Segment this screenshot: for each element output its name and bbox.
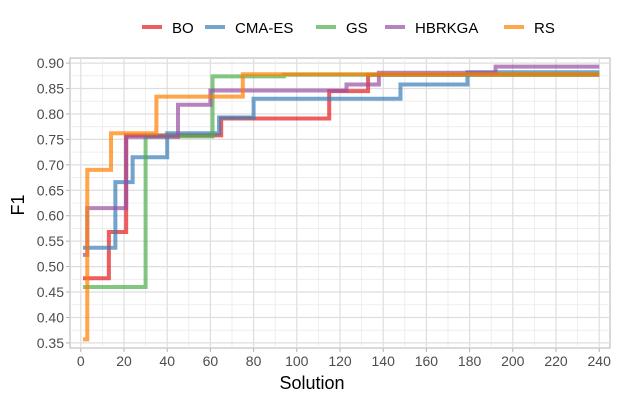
x-tick-label: 60: [203, 353, 219, 369]
y-tick-label: 0.55: [37, 233, 64, 249]
legend-label: RS: [534, 20, 555, 37]
legend-item-cma-es: CMA-ES: [205, 20, 293, 37]
legend-item-gs: GS: [316, 20, 368, 37]
legend-label: GS: [346, 20, 368, 37]
legend-item-hbrkga: HBRKGA: [385, 20, 478, 37]
series-layer: [82, 64, 600, 342]
x-tick-label: 140: [372, 353, 396, 369]
y-tick-label: 0.80: [37, 106, 64, 122]
y-tick-label: 0.50: [37, 259, 64, 275]
grid: [70, 58, 610, 348]
y-axis-label: F1: [8, 194, 28, 215]
x-axis-label: Solution: [279, 373, 344, 393]
x-tick-label: 0: [77, 353, 85, 369]
x-tick-label: 180: [458, 353, 482, 369]
y-tick-label: 0.40: [37, 309, 64, 325]
y-axis: 0.35 0.40 0.45 0.50 0.55 0.60 0.65 0.70 0.75 0.80…: [37, 55, 70, 351]
y-tick-label: 0.90: [37, 55, 64, 71]
series-line-cma-es: [82, 70, 600, 250]
x-tick-label: 160: [415, 353, 439, 369]
y-tick-label: 0.35: [37, 335, 64, 351]
legend-item-rs: RS: [504, 20, 555, 37]
x-tick-label: 200: [501, 353, 525, 369]
series-line-bo: [82, 72, 600, 281]
x-tick-label: 100: [285, 353, 309, 369]
legend-label: BO: [172, 20, 194, 37]
x-axis: 0 20 40 60 80 100 120 140 160 180 200 220 240: [77, 348, 611, 369]
y-tick-label: 0.70: [37, 157, 64, 173]
y-tick-label: 0.65: [37, 182, 64, 198]
y-tick-label: 0.45: [37, 284, 64, 300]
y-tick-label: 0.85: [37, 81, 64, 97]
x-tick-label: 20: [116, 353, 132, 369]
x-tick-label: 240: [588, 353, 612, 369]
series-line-rs: [82, 72, 600, 342]
legend: BO CMA-ES GS HBRKGA RS: [142, 20, 555, 37]
x-tick-label: 220: [544, 353, 568, 369]
x-tick-label: 120: [328, 353, 352, 369]
y-tick-label: 0.60: [37, 208, 64, 224]
legend-item-bo: BO: [142, 20, 194, 37]
y-tick-label: 0.75: [37, 131, 64, 147]
legend-label: HBRKGA: [415, 20, 478, 37]
x-tick-label: 40: [159, 353, 175, 369]
legend-label: CMA-ES: [235, 20, 293, 37]
x-tick-label: 80: [246, 353, 262, 369]
